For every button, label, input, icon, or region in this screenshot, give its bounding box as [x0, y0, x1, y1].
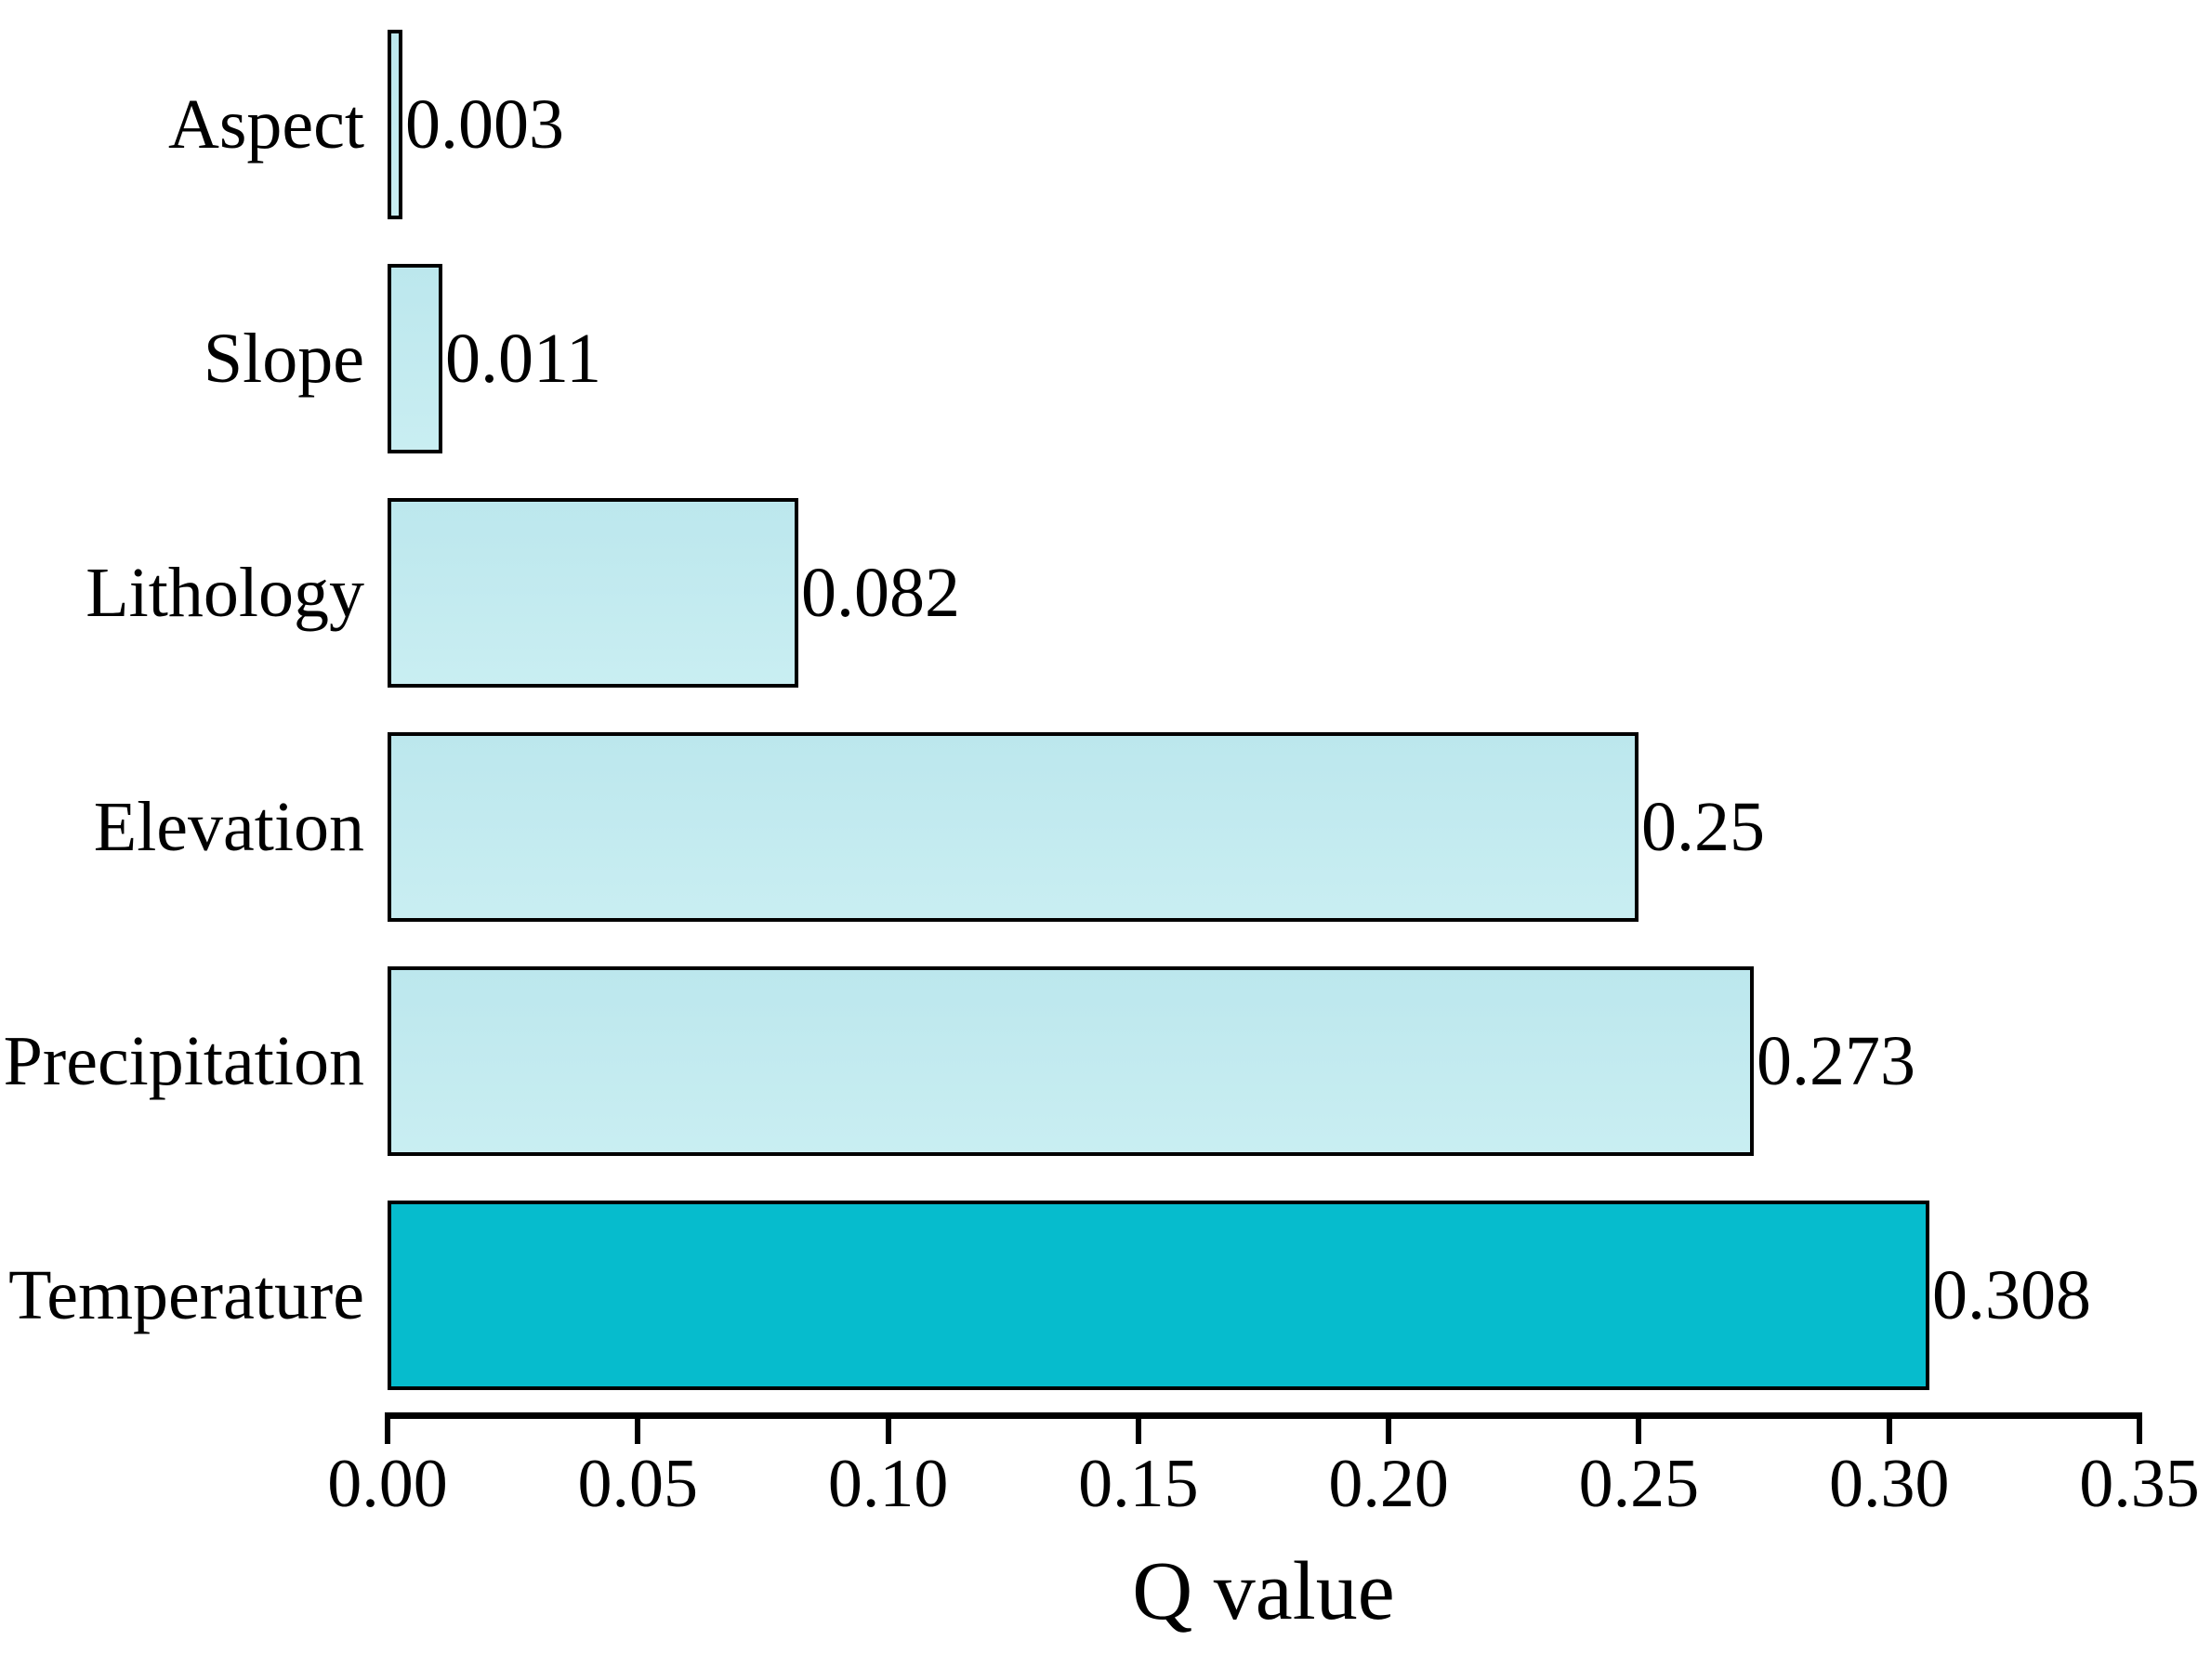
bar-aspect	[388, 30, 402, 219]
x-axis-tick	[2137, 1412, 2142, 1444]
x-axis-tick	[1886, 1412, 1892, 1444]
x-tick-label: 0.30	[1828, 1446, 1950, 1522]
bar-temperature	[388, 1201, 1929, 1390]
x-axis-label: Q value	[1132, 1545, 1395, 1637]
x-tick-label: 0.10	[827, 1446, 949, 1522]
x-axis-tick	[885, 1412, 891, 1444]
value-label: 0.082	[801, 554, 960, 632]
x-tick-label: 0.15	[1078, 1446, 1199, 1522]
x-axis-tick	[385, 1412, 390, 1444]
value-label: 0.011	[445, 320, 602, 398]
x-axis-tick	[1135, 1412, 1141, 1444]
category-label: Lithology	[86, 554, 364, 632]
x-axis-line	[385, 1412, 2142, 1419]
x-axis-tick	[1636, 1412, 1642, 1444]
x-axis-tick	[635, 1412, 641, 1444]
category-label: Elevation	[93, 788, 364, 866]
x-tick-label: 0.00	[327, 1446, 448, 1522]
value-label: 0.25	[1641, 788, 1765, 866]
value-label: 0.308	[1932, 1256, 2091, 1334]
x-tick-label: 0.05	[577, 1446, 699, 1522]
category-label: Temperature	[8, 1256, 364, 1334]
category-label: Precipitation	[3, 1022, 364, 1100]
category-label: Slope	[203, 320, 364, 398]
x-tick-label: 0.25	[1578, 1446, 1700, 1522]
bar-slope	[388, 264, 442, 453]
x-tick-label: 0.35	[2079, 1446, 2200, 1522]
value-label: 0.003	[405, 85, 564, 164]
x-axis-tick	[1386, 1412, 1392, 1444]
bar-lithology	[388, 498, 798, 688]
x-tick-label: 0.20	[1328, 1446, 1449, 1522]
category-label: Aspect	[167, 85, 364, 164]
bar-elevation	[388, 732, 1639, 922]
value-label: 0.273	[1757, 1022, 1915, 1100]
bar-precipitation	[388, 966, 1754, 1156]
